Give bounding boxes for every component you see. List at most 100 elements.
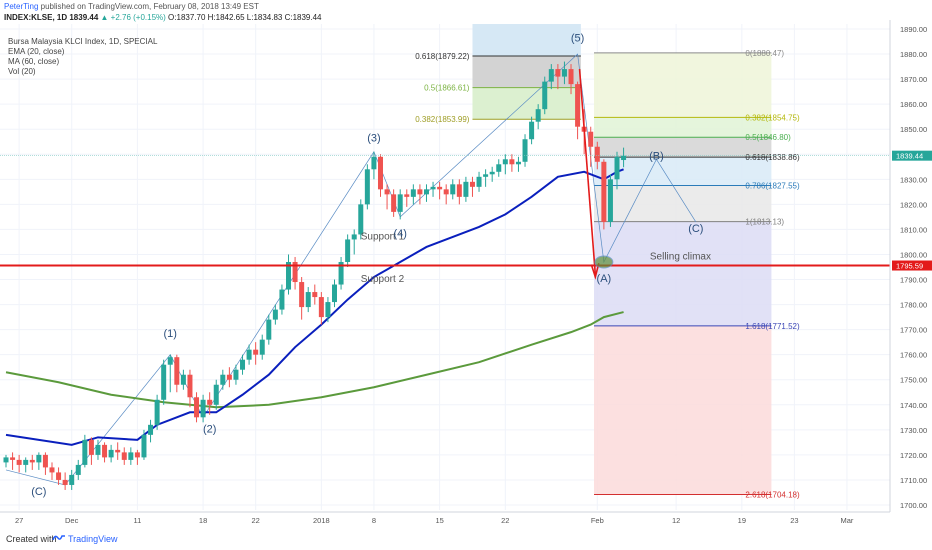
candle-body xyxy=(332,284,337,303)
candle-body xyxy=(607,179,613,222)
candle-body xyxy=(391,194,397,212)
candle-body xyxy=(115,449,121,453)
wave-label: (4) xyxy=(393,228,406,240)
candle-body xyxy=(397,194,403,212)
price-chart[interactable]: 0.618(1879.22) 0.5(1866.61) 0.382(1853.99)… xyxy=(0,0,932,530)
candle-body xyxy=(548,69,554,82)
candle-body xyxy=(42,454,48,468)
candle-body xyxy=(318,297,324,318)
candle-body xyxy=(134,452,140,458)
candle-body xyxy=(16,459,22,465)
candle-body xyxy=(161,364,167,400)
candle-body xyxy=(476,176,482,187)
candle-body xyxy=(384,189,390,195)
price-tick-label: 1760.00 xyxy=(900,351,927,360)
time-tick-label: Feb xyxy=(591,516,604,525)
legend-ema[interactable]: EMA (20, close) xyxy=(8,47,65,56)
fib-right-band xyxy=(594,52,772,118)
candle-body xyxy=(102,444,108,458)
time-tick-label: 15 xyxy=(435,516,443,525)
candle-body xyxy=(240,359,246,370)
fib-right-band xyxy=(594,137,772,158)
candle-body xyxy=(292,261,298,283)
legend-ma[interactable]: MA (60, close) xyxy=(8,57,60,66)
footer: Created with TradingView xyxy=(0,530,932,550)
ma60-line xyxy=(5,311,624,409)
selling-climax-label: Selling climax xyxy=(650,251,711,262)
symbol-name[interactable]: INDEX:KLSE, 1D xyxy=(4,13,68,22)
candle-body xyxy=(535,109,541,122)
candle-body xyxy=(338,261,344,285)
time-tick-label: 8 xyxy=(372,516,376,525)
fib-right-label: 0.786(1827.55) xyxy=(745,181,800,190)
fib-left-label: 0.5(1866.61) xyxy=(424,84,470,93)
candle-body xyxy=(272,309,278,320)
candle-body xyxy=(588,131,594,147)
ohlc-values: O:1837.70 H:1842.65 L:1834.83 C:1839.44 xyxy=(168,13,322,22)
candle-body xyxy=(220,374,226,385)
candle-body xyxy=(351,234,357,240)
candle-body xyxy=(522,139,528,162)
wave-label: (1) xyxy=(164,328,177,340)
price-tick-label: 1770.00 xyxy=(900,326,927,335)
candle-body xyxy=(10,457,16,460)
candle-body xyxy=(141,434,147,458)
price-tick-label: 1780.00 xyxy=(900,301,927,310)
publish-text: published on TradingView.com, February 0… xyxy=(40,2,259,11)
candle-body xyxy=(417,189,423,195)
candle-body xyxy=(200,399,206,418)
legend-series[interactable]: Bursa Malaysia KLCI Index, 1D, SPECIAL xyxy=(8,37,158,46)
wave-label: (3) xyxy=(367,133,380,145)
candle-body xyxy=(364,169,370,205)
support-2-label: Support 2 xyxy=(361,274,405,285)
candle-body xyxy=(75,464,81,475)
ema20-line xyxy=(5,168,624,446)
candle-body xyxy=(463,181,469,197)
time-tick-label: 22 xyxy=(501,516,509,525)
wave-label: (C) xyxy=(31,486,46,498)
candle-body xyxy=(325,302,331,318)
price-tick-label: 1740.00 xyxy=(900,401,927,410)
candle-body xyxy=(483,174,489,177)
price-tick-label: 1700.00 xyxy=(900,501,927,510)
price-tick-label: 1720.00 xyxy=(900,451,927,460)
symbol-bar: INDEX:KLSE, 1D 1839.44 ▲ +2.76 (+0.15%) … xyxy=(4,13,322,22)
price-tick-label: 1730.00 xyxy=(900,426,927,435)
time-tick-label: 2018 xyxy=(313,516,330,525)
candle-body xyxy=(286,261,292,290)
candle-body xyxy=(82,439,88,465)
candle-body xyxy=(148,424,154,435)
publish-info: PeterTing published on TradingView.com, … xyxy=(4,2,259,11)
tradingview-logo-icon xyxy=(52,535,65,541)
price-tick-label: 1870.00 xyxy=(900,75,927,84)
fib-left-label: 0.382(1853.99) xyxy=(415,115,470,124)
candle-body xyxy=(187,374,193,398)
price-tick-label: 1790.00 xyxy=(900,276,927,285)
legend-vol[interactable]: Vol (20) xyxy=(8,67,36,76)
support-price-tag xyxy=(892,260,932,271)
tradingview-brand[interactable]: TradingView xyxy=(68,534,118,544)
candle-body xyxy=(207,399,213,405)
candle-body xyxy=(437,186,443,190)
candle-body xyxy=(601,161,607,222)
candle-body xyxy=(95,444,101,455)
candle-body xyxy=(371,156,377,170)
candle-body xyxy=(56,472,62,480)
candle-body xyxy=(253,349,259,355)
time-tick-label: 22 xyxy=(251,516,259,525)
price-tick-label: 1880.00 xyxy=(900,50,927,59)
fib-right-label: 1.618(1771.52) xyxy=(745,322,800,331)
author-link[interactable]: PeterTing xyxy=(4,2,39,11)
price-tick-label: 1850.00 xyxy=(900,125,927,134)
fib-right-band xyxy=(594,117,772,138)
wave-label: (5) xyxy=(571,33,584,45)
candle-body xyxy=(515,161,521,165)
support-1-label: Support 1 xyxy=(361,231,405,242)
candle-body xyxy=(226,374,232,380)
price-tick-label: 1810.00 xyxy=(900,225,927,234)
time-tick-label: 27 xyxy=(15,516,23,525)
fib-band-top xyxy=(472,24,581,57)
candle-body xyxy=(509,159,515,165)
candle-body xyxy=(469,181,475,187)
